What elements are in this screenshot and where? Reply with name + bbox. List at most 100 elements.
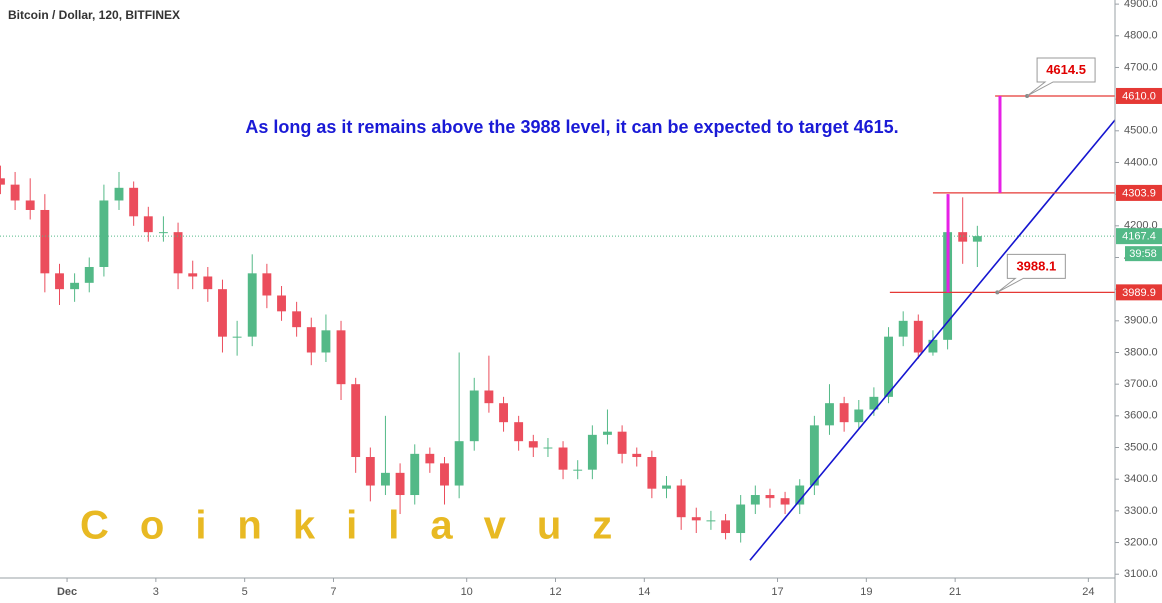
plot-area: 4614.5 3988.1 xyxy=(0,57,1116,561)
candle-body xyxy=(721,520,731,534)
callout-label: 4614.5 xyxy=(1046,62,1086,77)
x-tick-label: 12 xyxy=(549,586,561,598)
candle-body xyxy=(484,390,494,404)
candle-body xyxy=(321,330,331,353)
price-level-tag xyxy=(1116,184,1162,201)
candle-body xyxy=(972,236,982,242)
countdown-tag xyxy=(1125,246,1162,262)
candle-body xyxy=(84,266,94,283)
candle-body xyxy=(247,273,257,337)
candle-body xyxy=(750,495,760,505)
x-tick-label: 21 xyxy=(949,586,961,598)
last-price-label: 4167.4 xyxy=(1122,231,1156,243)
candle-body xyxy=(143,216,153,233)
candle-body xyxy=(188,273,198,277)
x-tick-label: 5 xyxy=(242,586,248,598)
annotation: As long as it remains above the 3988 lev… xyxy=(245,117,898,137)
candle-body xyxy=(262,273,272,296)
candle-body xyxy=(632,453,642,458)
candle-body xyxy=(869,396,879,410)
candle-body xyxy=(780,498,790,505)
candle-body xyxy=(277,295,286,312)
price-level-label: 4610.0 xyxy=(1122,90,1156,102)
candle-body xyxy=(395,472,405,496)
candle-body xyxy=(469,390,479,442)
candle-body xyxy=(603,431,612,435)
x-tick-label: 17 xyxy=(771,586,783,598)
x-tick-label: 14 xyxy=(638,586,650,598)
candle-body xyxy=(884,336,893,397)
candle-body xyxy=(558,447,568,470)
candle-body xyxy=(543,447,553,449)
y-tick-label: 3600.0 xyxy=(1124,410,1158,422)
candle-body xyxy=(573,469,583,471)
candle-body xyxy=(218,289,227,337)
candle-body xyxy=(336,330,346,385)
y-tick-label: 3800.0 xyxy=(1124,346,1158,358)
candle-body xyxy=(514,422,524,442)
candle-body xyxy=(617,431,627,454)
y-tick-label: 4400.0 xyxy=(1124,156,1158,168)
candle-body xyxy=(736,504,746,534)
y-tick-label: 4500.0 xyxy=(1124,125,1158,137)
y-tick-label: 4800.0 xyxy=(1124,30,1158,42)
last-price-tag xyxy=(1116,228,1162,245)
price-level-label: 4303.9 xyxy=(1122,187,1156,199)
candle-body xyxy=(25,200,35,210)
candle-body xyxy=(292,311,302,328)
y-tick-label: 3200.0 xyxy=(1124,536,1158,548)
candle-body xyxy=(795,485,805,505)
candle-body xyxy=(99,200,109,267)
candle-body xyxy=(454,441,464,486)
candle-body xyxy=(351,384,361,458)
candle-body xyxy=(662,485,671,489)
candle-body xyxy=(913,320,923,353)
candle-body xyxy=(40,209,50,274)
candle-body xyxy=(440,463,449,486)
candle-body xyxy=(499,403,508,423)
candle-body xyxy=(587,434,597,470)
candle-body xyxy=(365,457,375,486)
candle-body xyxy=(676,485,686,518)
price-level-label: 3989.9 xyxy=(1122,287,1156,299)
candle-body xyxy=(854,409,864,423)
x-tick-label: 3 xyxy=(153,586,159,598)
y-tick-label: 3300.0 xyxy=(1124,505,1158,517)
candle-body xyxy=(158,232,168,234)
price-level-tag xyxy=(1116,87,1162,104)
candle-body xyxy=(306,327,316,353)
countdown-label: 39:58 xyxy=(1129,248,1157,260)
y-tick-label: 3700.0 xyxy=(1124,378,1158,390)
x-tick-label: 7 xyxy=(330,586,336,598)
candle-body xyxy=(647,457,657,489)
y-tick-label: 4700.0 xyxy=(1124,61,1158,73)
callout-box xyxy=(997,253,1066,293)
y-tick-label: 3900.0 xyxy=(1124,315,1158,327)
candle-body xyxy=(232,336,242,338)
candle-body xyxy=(380,472,390,486)
candle-body xyxy=(70,282,80,290)
watermark: Coinkilavuz xyxy=(80,504,643,548)
y-tick-label: 3500.0 xyxy=(1124,441,1158,453)
candle-body xyxy=(528,441,538,448)
chart-title: Bitcoin / Dollar, 120, BITFINEX xyxy=(8,8,180,22)
x-tick-label: 10 xyxy=(461,586,473,598)
candle-body xyxy=(10,184,20,201)
candle-body xyxy=(203,276,213,290)
candle-body xyxy=(410,453,420,496)
x-tick-label: 24 xyxy=(1082,586,1094,598)
candle-body xyxy=(809,425,819,486)
candle-body xyxy=(55,273,64,290)
y-tick-label: 4900.0 xyxy=(1124,0,1158,10)
x-tick-label: 19 xyxy=(860,586,872,598)
x-tick-label: Dec xyxy=(57,586,77,598)
price-level-tag xyxy=(1116,284,1162,301)
candle-body xyxy=(825,403,834,426)
candle-body xyxy=(958,232,968,242)
candle-body xyxy=(839,403,849,423)
candle-body xyxy=(765,495,775,499)
candle-body xyxy=(706,520,716,522)
candle-body xyxy=(114,187,124,201)
